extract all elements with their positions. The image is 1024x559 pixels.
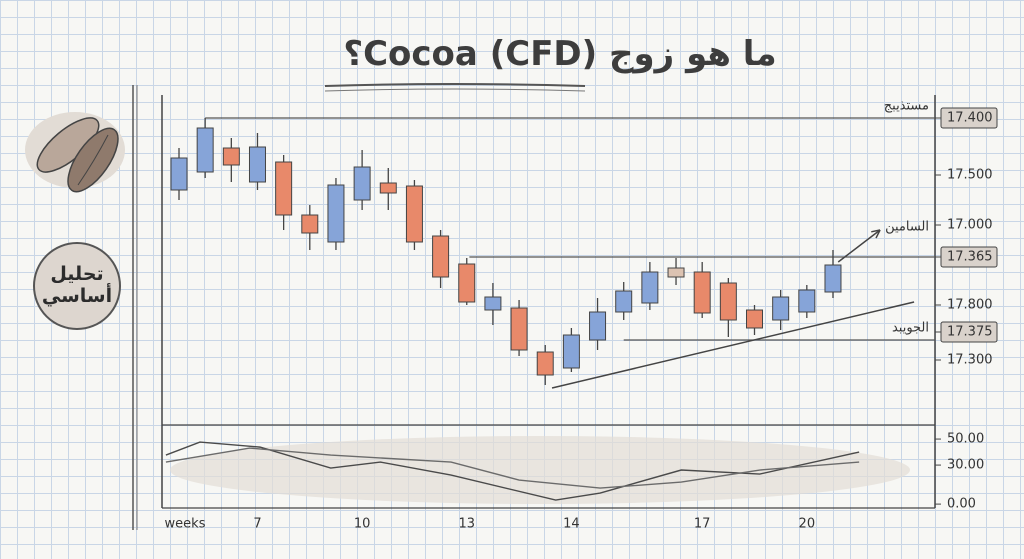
badge-line: أساسي xyxy=(41,285,113,307)
candle-body xyxy=(353,166,371,201)
candle-body xyxy=(589,311,607,341)
badge: تحليل أساسي xyxy=(33,242,121,330)
y-tick-label: 17.500 xyxy=(947,168,993,183)
title-underline xyxy=(324,88,586,92)
candle-body xyxy=(222,147,240,166)
level-label: مستذيبج xyxy=(884,99,929,114)
title: ما هو زوج Cocoa (CFD)؟ xyxy=(343,34,777,74)
candle-body xyxy=(510,307,528,351)
x-tick-label: 17 xyxy=(694,517,711,532)
candle-body xyxy=(196,127,214,173)
y-tick-label: 30.00 xyxy=(947,458,984,473)
x-tick-label: weeks xyxy=(165,517,206,532)
x-tick-label: 13 xyxy=(458,517,475,532)
y-tick-label: 17.375 xyxy=(947,325,993,340)
y-tick-label: 17.300 xyxy=(947,353,993,368)
x-tick-label: 7 xyxy=(253,517,261,532)
x-tick-label: 14 xyxy=(563,517,580,532)
candle-body xyxy=(432,235,450,278)
candle-body xyxy=(562,334,580,369)
candle-body xyxy=(405,185,423,243)
candle-body xyxy=(719,282,737,321)
candle-body xyxy=(772,296,790,321)
badge-line: تحليل xyxy=(50,263,104,286)
cocoa-icon xyxy=(25,112,125,193)
candle-body xyxy=(327,184,345,243)
candle-body xyxy=(379,182,397,194)
candle-body xyxy=(693,271,711,314)
tick-box xyxy=(940,107,998,129)
candle-body xyxy=(798,289,816,313)
candle-body xyxy=(170,157,188,191)
panel-shading xyxy=(170,436,910,504)
line-series xyxy=(165,447,860,489)
y-tick-label: 50.00 xyxy=(947,432,984,447)
y-tick-label: 17.800 xyxy=(947,298,993,313)
tick-box xyxy=(940,246,998,268)
candle-body xyxy=(484,296,502,311)
candle-body xyxy=(824,264,842,293)
candle-body xyxy=(667,267,685,278)
candle-body xyxy=(248,146,266,183)
level-label: الجويبد xyxy=(892,321,929,336)
title-underline xyxy=(324,83,586,87)
y-tick-label: 17.400 xyxy=(947,111,993,126)
trend-line xyxy=(551,301,915,389)
line-series xyxy=(165,441,860,501)
pod-seam xyxy=(77,134,109,186)
y-tick-label: 17.365 xyxy=(947,250,993,265)
tick-box xyxy=(940,321,998,343)
arrow-label: السامين xyxy=(885,220,929,235)
candle-body xyxy=(641,271,659,304)
arrow-line xyxy=(837,229,881,263)
candle-body xyxy=(301,214,319,234)
y-tick-label: 17.000 xyxy=(947,218,993,233)
cocoa-pod xyxy=(67,127,119,193)
x-tick-label: 10 xyxy=(354,517,371,532)
y-tick-label: 0.00 xyxy=(947,497,976,512)
candle-body xyxy=(746,309,764,329)
candle-body xyxy=(615,290,633,313)
candle-body xyxy=(536,351,554,376)
candle-body xyxy=(275,161,293,216)
candle-body xyxy=(458,263,476,303)
x-tick-label: 20 xyxy=(799,517,816,532)
arrow-head xyxy=(871,229,881,239)
